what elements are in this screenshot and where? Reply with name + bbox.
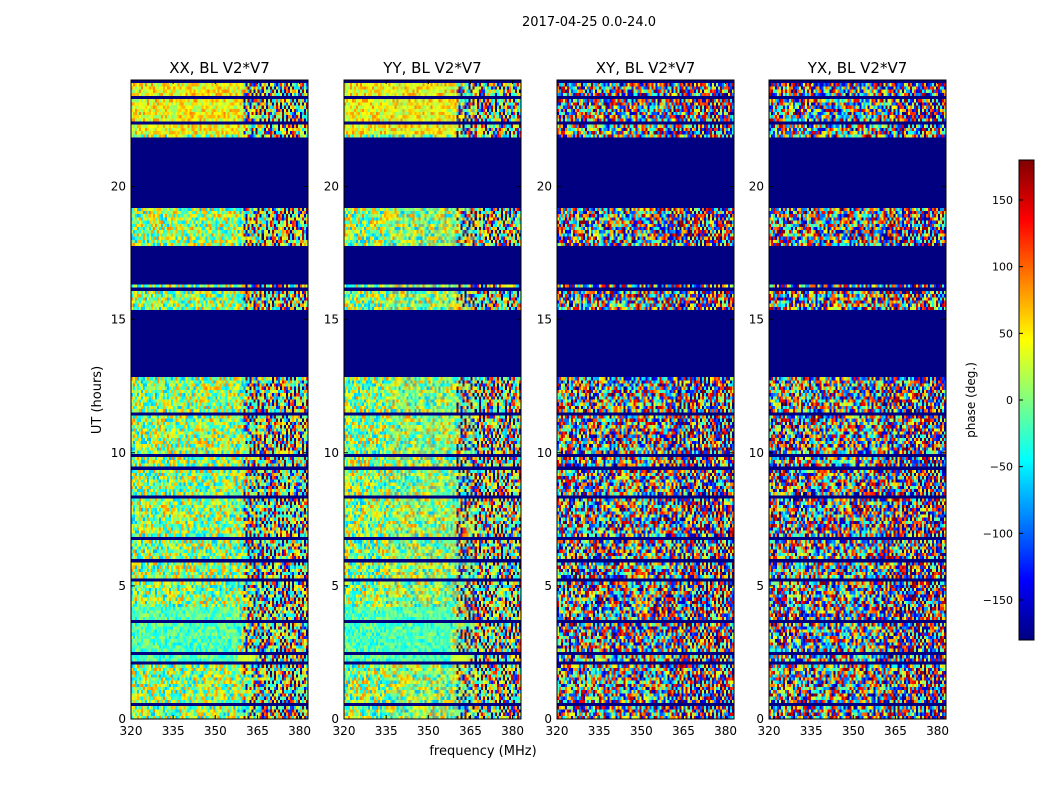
y-tick-label: 20 <box>111 180 126 194</box>
heatmap-image <box>557 80 734 719</box>
panel-1: XX, BL V2*V7 320 335 350 365 380 0 5 10 15 20 <box>111 59 311 738</box>
x-tick-label: 320 <box>333 724 356 738</box>
y-axis-label: UT (hours) <box>90 366 105 434</box>
x-tick-label: 380 <box>714 724 737 738</box>
colorbar-tick-label: −100 <box>983 527 1013 540</box>
colorbar-tick-label: 150 <box>992 194 1013 207</box>
y-tick-label: 20 <box>537 180 552 194</box>
x-tick-label: 380 <box>501 724 524 738</box>
y-tick-label: 0 <box>756 712 764 726</box>
y-tick-label: 5 <box>331 579 339 593</box>
y-tick-label: 5 <box>118 579 126 593</box>
axes-frame <box>343 79 522 720</box>
x-tick-label: 365 <box>459 724 482 738</box>
y-tick-label: 15 <box>111 313 126 327</box>
y-tick-label: 15 <box>537 313 552 327</box>
panel-3: XY, BL V2*V7 320 335 350 365 380 0 5 10 15 20 <box>537 59 737 738</box>
colorbar-tick-label: 100 <box>992 261 1013 274</box>
x-tick-label: 320 <box>120 724 143 738</box>
panel-title: YY, BL V2*V7 <box>382 59 481 77</box>
y-tick-label: 5 <box>544 579 552 593</box>
panel-title: XX, BL V2*V7 <box>169 59 270 77</box>
colorbar-tick-label: 50 <box>999 327 1013 340</box>
heatmap-image <box>769 80 946 719</box>
x-tick-label: 335 <box>800 724 823 738</box>
colorbar-tick-label: −150 <box>983 594 1013 607</box>
panel-title: XY, BL V2*V7 <box>596 59 696 77</box>
y-tick-label: 0 <box>544 712 552 726</box>
x-tick-label: 335 <box>375 724 398 738</box>
x-axis-label: frequency (MHz) <box>429 744 536 759</box>
y-tick-label: 10 <box>324 446 339 460</box>
heatmap-image <box>344 80 521 719</box>
figure-suptitle: 2017-04-25 0.0-24.0 <box>522 15 656 30</box>
y-tick-label: 10 <box>749 446 764 460</box>
x-tick-label: 350 <box>204 724 227 738</box>
x-tick-label: 335 <box>588 724 611 738</box>
y-tick-label: 5 <box>756 579 764 593</box>
colorbar-label: phase (deg.) <box>964 362 978 438</box>
y-tick-label: 0 <box>118 712 126 726</box>
x-tick-label: 365 <box>672 724 695 738</box>
y-tick-label: 10 <box>111 446 126 460</box>
x-tick-label: 320 <box>758 724 781 738</box>
x-tick-label: 350 <box>630 724 653 738</box>
x-tick-label: 365 <box>246 724 269 738</box>
y-tick-label: 15 <box>324 313 339 327</box>
panel-title: YX, BL V2*V7 <box>807 59 908 77</box>
axes-frame <box>768 79 947 720</box>
colorbar-tick-label: −50 <box>990 461 1013 474</box>
y-tick-label: 10 <box>537 446 552 460</box>
panel-2: YY, BL V2*V7 320 335 350 365 380 0 5 10 15 20 <box>324 59 524 738</box>
x-tick-label: 350 <box>417 724 440 738</box>
x-tick-label: 380 <box>288 724 311 738</box>
y-tick-label: 20 <box>749 180 764 194</box>
x-tick-label: 335 <box>162 724 185 738</box>
axes-frame <box>130 79 309 720</box>
x-tick-label: 380 <box>926 724 949 738</box>
y-tick-label: 0 <box>331 712 339 726</box>
y-tick-label: 15 <box>749 313 764 327</box>
y-tick-label: 20 <box>324 180 339 194</box>
colorbar: 150 100 50 0 −50 −100 −150 phase (deg.) <box>964 159 1035 641</box>
heatmap-image <box>131 80 308 719</box>
x-tick-label: 365 <box>884 724 907 738</box>
axes-frame <box>556 79 735 720</box>
x-tick-label: 320 <box>546 724 569 738</box>
colorbar-tick-label: 0 <box>1006 394 1013 407</box>
x-tick-label: 350 <box>842 724 865 738</box>
panel-4: YX, BL V2*V7 320 335 350 365 380 0 5 10 15 20 <box>749 59 949 738</box>
